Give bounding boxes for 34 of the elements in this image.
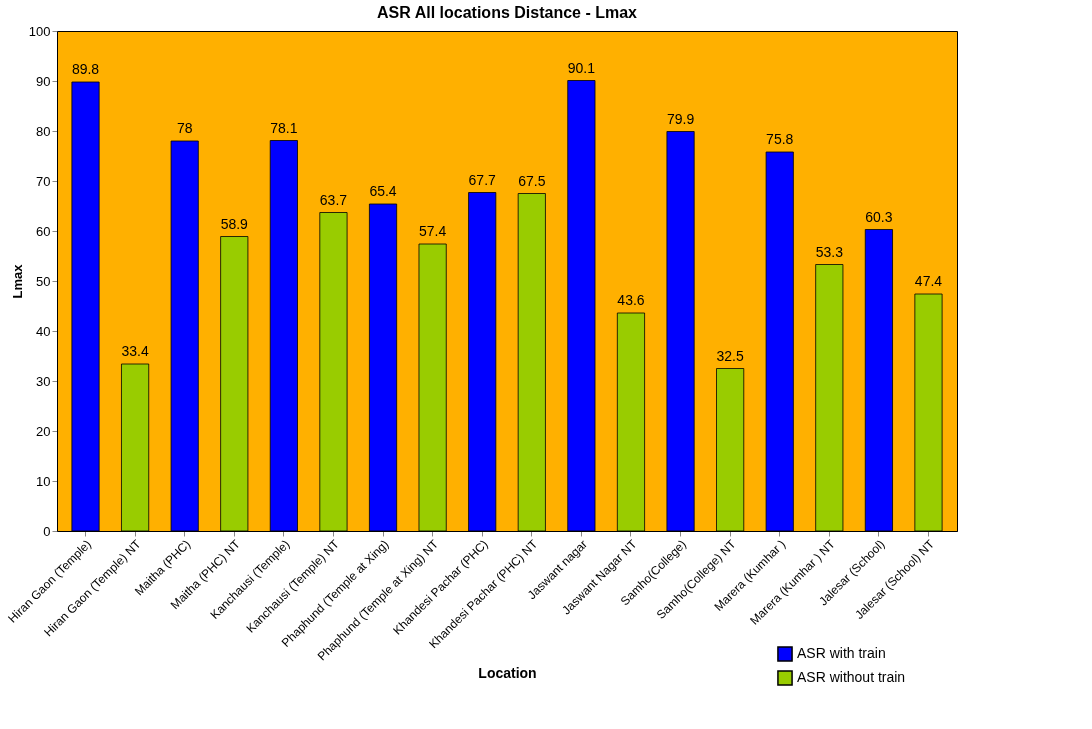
data-label: 58.9 [220, 215, 249, 232]
data-label: 53.3 [815, 243, 844, 260]
data-label: 60.3 [865, 208, 893, 225]
legend-label: ASR with train [797, 645, 886, 661]
data-label: 57.4 [418, 223, 447, 239]
y-tick-label: 100 [28, 23, 51, 39]
data-label: 67.7 [468, 171, 497, 188]
y-tick-label: 70 [36, 173, 51, 189]
y-axis-title: Lmax [9, 263, 25, 299]
data-label: 79.9 [666, 110, 695, 127]
data-label: 43.6 [617, 292, 645, 308]
y-tick-label: 0 [43, 523, 51, 539]
y-tick-label: 40 [36, 323, 51, 339]
data-label: 47.4 [914, 273, 943, 289]
legend-label: ASR without train [797, 669, 906, 685]
data-label: 78.1 [270, 119, 298, 136]
y-tick-label: 30 [36, 373, 51, 389]
data-label: 67.5 [518, 172, 546, 189]
data-label: 63.7 [319, 191, 348, 208]
y-tick-label: 60 [36, 223, 51, 239]
data-label: 65.4 [369, 183, 397, 199]
data-label: 89.8 [71, 61, 100, 77]
data-label: 33.4 [121, 343, 149, 359]
y-tick-label: 90 [36, 73, 51, 89]
chart-title: ASR All locations Distance - Lmax [377, 4, 638, 21]
data-label: 75.8 [766, 131, 794, 147]
data-label: 32.5 [716, 347, 744, 364]
y-tick-label: 50 [36, 273, 51, 289]
y-tick-label: 20 [36, 423, 51, 439]
y-tick-label: 10 [36, 473, 51, 489]
y-tick-label: 80 [36, 123, 51, 139]
data-label: 78 [176, 120, 193, 136]
x-axis-title: Location [478, 664, 537, 681]
data-label: 90.1 [567, 59, 596, 76]
